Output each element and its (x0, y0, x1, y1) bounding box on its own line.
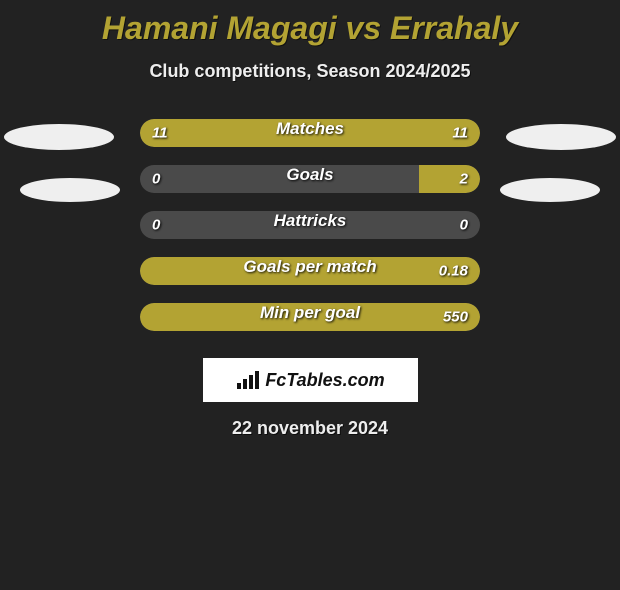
comparison-date: 22 november 2024 (0, 418, 620, 439)
stat-value-right: 0.18 (439, 263, 468, 280)
stat-row: Min per goal 550 (0, 294, 620, 340)
comparison-subtitle: Club competitions, Season 2024/2025 (0, 61, 620, 82)
stat-value-right: 0 (460, 217, 468, 234)
stat-value-right: 11 (452, 125, 468, 142)
chart-bars-icon (235, 369, 261, 391)
stat-bar-track: Hattricks 0 0 (140, 211, 480, 239)
stat-row: Goals per match 0.18 (0, 248, 620, 294)
comparison-title: Hamani Magagi vs Errahaly (0, 10, 620, 47)
stat-value-right: 2 (460, 171, 468, 188)
stat-bar-track: Goals per match 0.18 (140, 257, 480, 285)
stat-value-left: 11 (152, 125, 168, 142)
stat-value-left: 0 (152, 217, 160, 234)
stat-label: Goals per match (243, 257, 376, 277)
stat-row: Matches 11 11 (0, 110, 620, 156)
stat-row: Hattricks 0 0 (0, 202, 620, 248)
stat-label: Min per goal (260, 303, 360, 323)
stat-bar-track: Goals 0 2 (140, 165, 480, 193)
stat-label: Goals (286, 165, 333, 185)
comparison-chart: Matches 11 11 Goals 0 2 Hattricks 0 0 Goals per m… (0, 110, 620, 340)
stat-bar-track: Min per goal 550 (140, 303, 480, 331)
stat-label: Hattricks (274, 211, 347, 231)
stat-row: Goals 0 2 (0, 156, 620, 202)
logo-text: FcTables.com (265, 370, 384, 391)
stat-bar-track: Matches 11 11 (140, 119, 480, 147)
stat-value-left: 0 (152, 171, 160, 188)
stat-label: Matches (276, 119, 344, 139)
site-logo: FcTables.com (203, 358, 418, 402)
stat-bar-right (419, 165, 480, 193)
stat-value-right: 550 (443, 309, 468, 326)
